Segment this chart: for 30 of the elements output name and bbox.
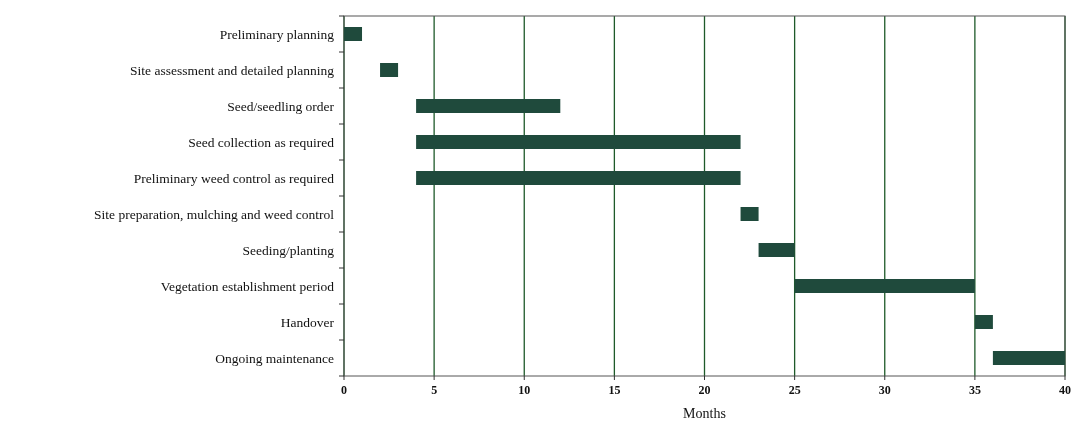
x-tick-label: 35	[968, 383, 981, 397]
y-tick-label: Preliminary weed control as required	[133, 170, 335, 186]
x-tick-label: 40	[1059, 383, 1071, 397]
bar	[974, 315, 993, 329]
y-tick-label: Vegetation establishment period	[160, 278, 335, 294]
bar	[758, 243, 795, 257]
x-tick-label: 30	[878, 383, 891, 397]
y-tick-label: Handover	[280, 314, 335, 330]
bar	[416, 135, 741, 149]
y-tick-label: Site assessment and detailed planning	[130, 62, 335, 78]
y-tick-label: Ongoing maintenance	[215, 350, 334, 366]
x-tick-label: 15	[608, 383, 621, 397]
bar	[794, 279, 975, 293]
y-tick-label: Preliminary planning	[219, 26, 335, 42]
y-tick-label: Site preparation, mulching and weed control	[94, 206, 335, 222]
bar	[992, 351, 1065, 365]
bar	[380, 63, 399, 77]
x-tick-label: 25	[788, 383, 801, 397]
x-tick-label: 5	[431, 383, 438, 397]
x-tick-label: 0	[341, 383, 347, 397]
bar	[416, 99, 561, 113]
x-tick-label: 10	[518, 383, 531, 397]
y-tick-label: Seeding/planting	[242, 242, 335, 258]
y-tick-label: Seed/seedling order	[227, 98, 335, 114]
x-tick-label: 20	[698, 383, 711, 397]
y-tick-label: Seed collection as required	[188, 134, 335, 150]
bar	[344, 27, 363, 41]
bar	[416, 171, 741, 185]
bar	[740, 207, 759, 221]
x-axis-title: Months	[683, 406, 726, 421]
